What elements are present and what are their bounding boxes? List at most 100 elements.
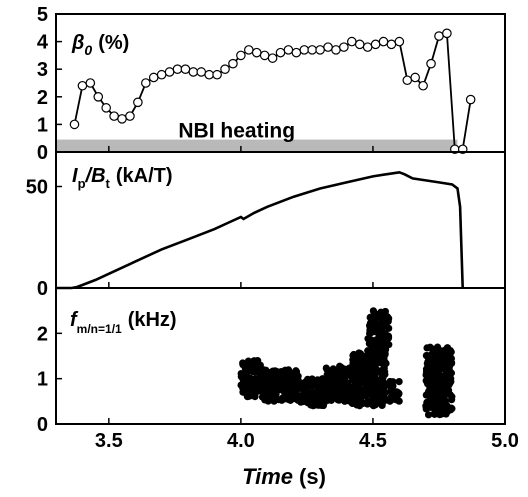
beta-point [85, 78, 96, 88]
mode-point [369, 394, 378, 402]
mode-point [288, 380, 297, 388]
mode-point [426, 393, 434, 401]
mode-point [370, 401, 378, 409]
beta-point [386, 39, 397, 50]
mode-panel: fm/n=1/1 (kHz) 0 1 2 3.5 4.0 4.5 5.0 [37, 307, 519, 452]
mode-point [424, 411, 433, 419]
mode-point [358, 352, 366, 360]
beta-point [109, 111, 119, 121]
mode-point [239, 361, 247, 369]
mode-point [354, 400, 362, 408]
mode-point [371, 373, 379, 381]
beta-point [236, 50, 246, 61]
mode-point [306, 377, 314, 386]
mode-point [445, 366, 453, 374]
mode-point [372, 366, 381, 374]
mode-point [422, 402, 430, 410]
mode-point [379, 323, 387, 331]
mode-point [273, 371, 281, 379]
mode-point [376, 390, 384, 398]
mode-point [385, 380, 393, 388]
beta-point [267, 53, 278, 63]
beta-point [347, 36, 357, 47]
beta-point [315, 45, 325, 55]
mode-point [436, 378, 444, 386]
bt-symbol: /B [85, 165, 106, 187]
mode-point [374, 337, 382, 345]
beta-point [133, 97, 143, 108]
mode-point [438, 351, 446, 359]
x-tick-label: 3.5 [95, 430, 123, 452]
beta-point [323, 42, 333, 52]
beta-point [354, 39, 365, 50]
mode-point [278, 396, 286, 404]
mode-point [425, 357, 433, 365]
beta-point [331, 45, 341, 55]
panel-frames [55, 13, 506, 425]
beta-point [251, 47, 262, 58]
beta-panel-label: β0 (%) [71, 32, 129, 58]
mode-point [309, 397, 317, 406]
y-tick-label: 1 [37, 369, 48, 391]
beta-point [275, 47, 286, 58]
beta-point [125, 111, 135, 121]
mode-point [380, 315, 389, 323]
beta-point [141, 78, 151, 88]
y-tick-label: 2 [37, 323, 48, 345]
y-tick-label: 0 [37, 414, 48, 436]
mode-point [333, 386, 342, 394]
x-tick-label: 5.0 [491, 430, 519, 452]
beta-point [228, 58, 238, 69]
beta-point [394, 36, 405, 47]
mode-point [366, 327, 374, 335]
mode-point [384, 334, 393, 342]
mode-point [349, 376, 357, 384]
mode-point [379, 373, 387, 382]
mode-point [299, 384, 308, 392]
f-symbol: f [70, 309, 79, 331]
beta-point [172, 64, 183, 74]
mode-point [242, 384, 250, 392]
mode-point [292, 367, 300, 375]
beta-point [370, 39, 381, 50]
mode-point [341, 397, 349, 405]
mode-point [349, 359, 357, 367]
mode-point [378, 401, 386, 410]
beta-point [410, 72, 420, 83]
beta-point [299, 45, 310, 55]
mode-point [260, 390, 268, 398]
mode-point [361, 375, 369, 384]
mode-point [352, 390, 360, 399]
mode-point [334, 396, 342, 404]
mode-point [364, 347, 372, 355]
beta-point [378, 36, 389, 47]
mode-point [313, 376, 322, 384]
beta-point [93, 92, 104, 102]
y-tick-label: 50 [26, 177, 48, 199]
mode-point [311, 391, 320, 399]
beta-symbol: β [71, 32, 84, 54]
mode-point [280, 375, 288, 383]
mode-point [448, 404, 456, 413]
mode-point [440, 396, 449, 404]
beta-subscript: 0 [84, 42, 92, 58]
mode-point [346, 385, 354, 394]
ip-symbol: I [72, 165, 78, 187]
beta-point [418, 80, 428, 91]
beta-unit: (%) [98, 32, 129, 54]
x-tick-label: 4.5 [359, 430, 387, 452]
mode-point [263, 371, 271, 379]
current-series-line [56, 170, 464, 290]
mode-point [364, 383, 372, 391]
mode-point [376, 380, 385, 389]
mode-point [436, 410, 444, 418]
mode-point [423, 344, 431, 352]
beta-point [180, 64, 191, 74]
beta-point [101, 103, 111, 113]
mode-point [380, 355, 388, 363]
beta-point [117, 114, 127, 124]
mode-point [244, 392, 252, 401]
mode-point [444, 346, 452, 354]
mode-point [264, 397, 272, 405]
mode-point [369, 361, 377, 369]
